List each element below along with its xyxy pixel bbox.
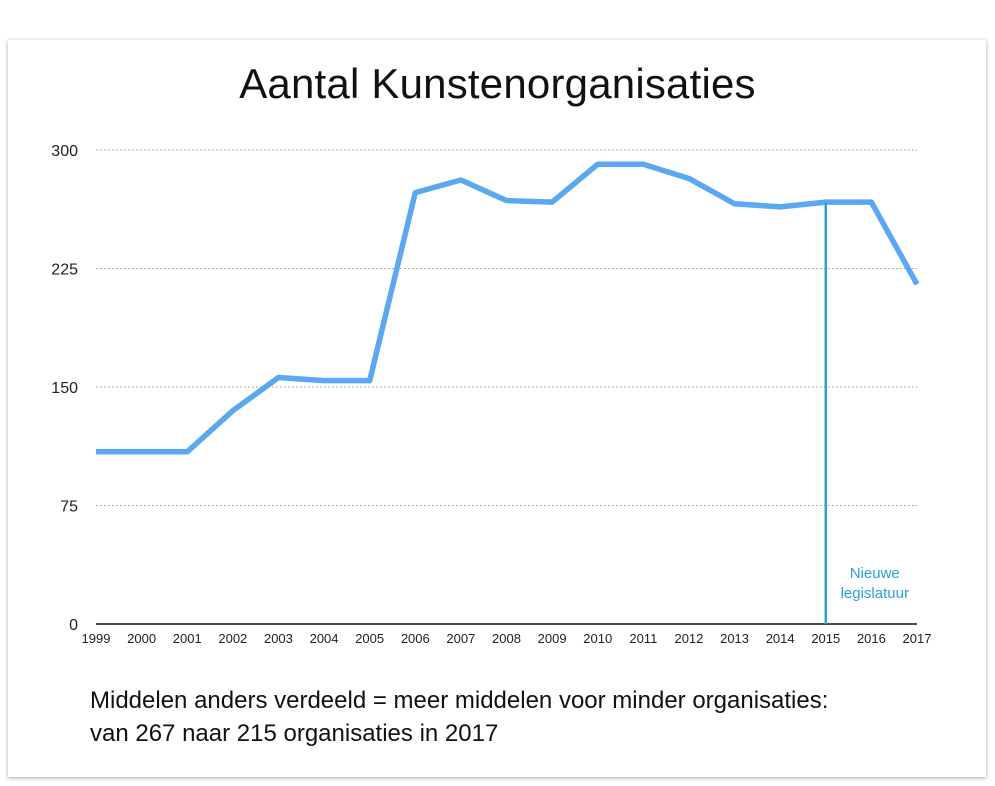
- caption-line-2: van 267 naar 215 organisaties in 2017: [90, 720, 499, 747]
- annotation-label: Nieuwe legislatuur: [841, 565, 909, 602]
- x-tick-label-2005: 2005: [355, 631, 384, 646]
- x-tick-label-2014: 2014: [766, 631, 795, 646]
- y-tick-label-0: 0: [69, 617, 78, 634]
- grid-layer: [96, 149, 917, 625]
- x-tick-label-2004: 2004: [310, 631, 339, 646]
- x-tick-label-2010: 2010: [583, 631, 612, 646]
- series-line-0: [96, 161, 920, 455]
- x-tick-label-2016: 2016: [857, 631, 886, 646]
- y-tick-label-300: 300: [51, 143, 78, 160]
- series-layer: [95, 161, 920, 455]
- y-tick-label-225: 225: [51, 262, 78, 279]
- x-tick-label-2015: 2015: [811, 631, 840, 646]
- annotation-label-line-1: Nieuwe: [850, 565, 900, 582]
- y-tick-labels: 0 75 150 225 300: [51, 143, 78, 634]
- x-tick-label-2012: 2012: [674, 631, 703, 646]
- x-tick-label-2002: 2002: [218, 631, 247, 646]
- x-tick-label-2006: 2006: [401, 631, 430, 646]
- x-tick-labels: 1999 2000 2001 2002 2003 2004 2005 2006 2007 2008…: [82, 631, 932, 646]
- x-tick-label-2003: 2003: [264, 631, 293, 646]
- x-tick-label-2017: 2017: [903, 631, 932, 646]
- y-tick-label-75: 75: [60, 499, 78, 516]
- annotation-layer: Nieuwe legislatuur: [824, 202, 909, 624]
- x-tick-label-2013: 2013: [720, 631, 749, 646]
- annotation-label-line-2: legislatuur: [841, 585, 909, 602]
- slide-card: [8, 40, 986, 777]
- y-tick-label-150: 150: [51, 380, 78, 397]
- caption-line-1: Middelen anders verdeeld = meer middelen…: [90, 687, 829, 714]
- chart-caption: Middelen anders verdeeld = meer middelen…: [90, 684, 970, 750]
- x-tick-label-2001: 2001: [173, 631, 202, 646]
- x-tick-label-2008: 2008: [492, 631, 521, 646]
- chart-title: Aantal Kunstenorganisaties: [239, 60, 756, 107]
- x-tick-label-2009: 2009: [538, 631, 567, 646]
- x-tick-label-1999: 1999: [82, 631, 111, 646]
- x-tick-label-2000: 2000: [127, 631, 156, 646]
- x-tick-label-2007: 2007: [446, 631, 475, 646]
- x-tick-label-2011: 2011: [629, 631, 657, 646]
